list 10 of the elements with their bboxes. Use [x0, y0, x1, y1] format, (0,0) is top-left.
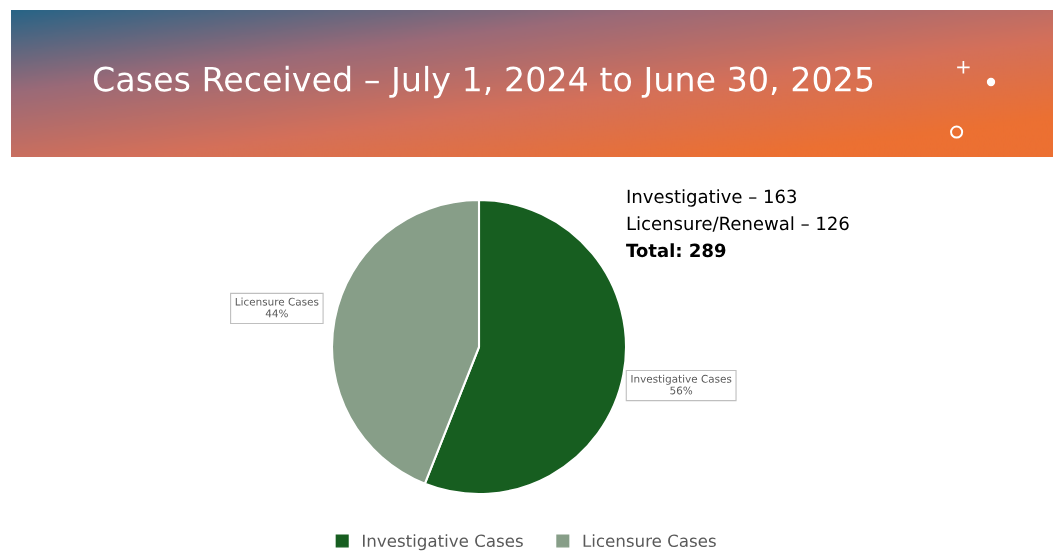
legend-label: Investigative Cases — [363, 534, 523, 551]
legend-label: Licensure Cases — [583, 534, 716, 548]
slice-label: Licensure Cases — [235, 297, 319, 306]
data-label: 56% — [670, 386, 693, 395]
text: Total: 289 — [626, 243, 726, 258]
chart-title: Cases Received – July 1, 2024 to June 30, 2025 — [93, 65, 873, 99]
slice-label: Investigative Cases — [631, 374, 732, 385]
text: Investigative – 163 — [627, 189, 796, 207]
text: Licensure/Renewal – 126 — [627, 216, 849, 232]
data-label: 44% — [265, 309, 288, 318]
